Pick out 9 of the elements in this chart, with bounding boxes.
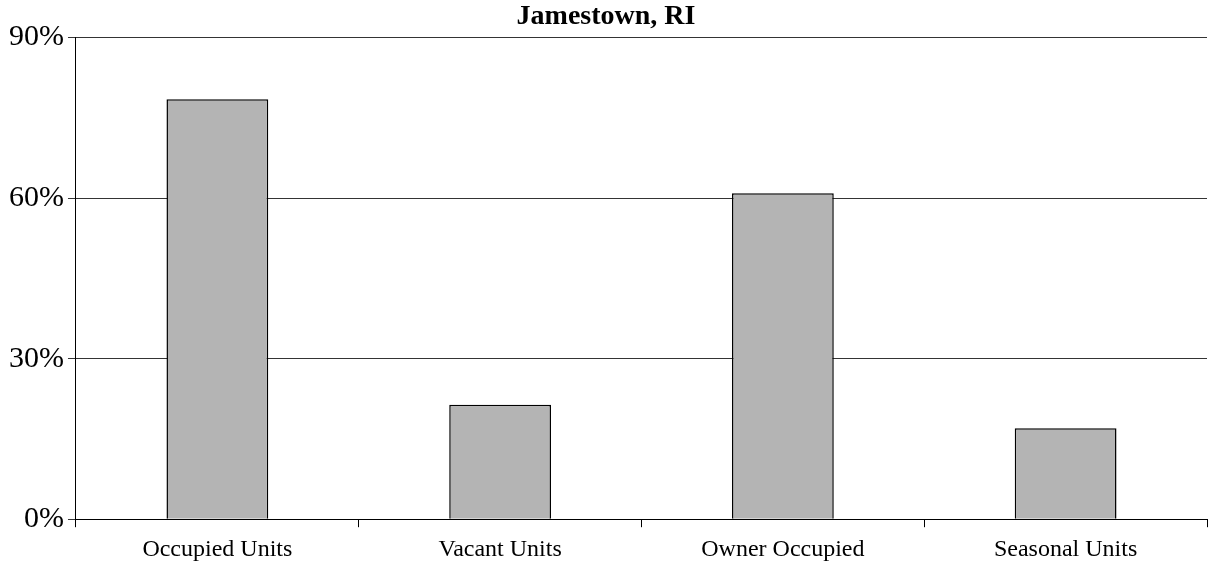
y-tick-label: 30% — [8, 339, 64, 373]
x-tick-label: Seasonal Units — [993, 534, 1138, 561]
y-tick-label: 0% — [23, 500, 64, 534]
y-tick-label: 90% — [8, 18, 64, 52]
x-tick-label: Occupied Units — [142, 534, 293, 561]
x-tick-label: Owner Occupied — [701, 534, 865, 561]
x-tick-label: Vacant Units — [438, 534, 562, 561]
y-tick-label: 60% — [8, 179, 64, 213]
chart-title: Jamestown, RI — [516, 0, 696, 31]
